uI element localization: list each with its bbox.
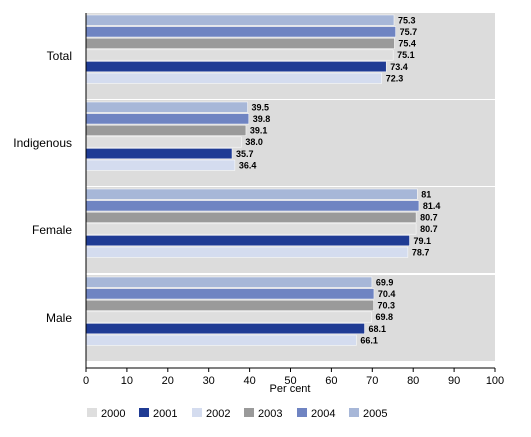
bar-value-label: 70.4 [378, 289, 396, 299]
bar-value-label: 39.1 [250, 126, 268, 136]
bar [85, 276, 373, 288]
bar [85, 223, 417, 235]
x-tick-label: 40 [243, 375, 255, 387]
x-tick-label: 70 [366, 375, 378, 387]
legend-label: 2005 [363, 408, 387, 420]
bar [85, 235, 410, 247]
bar [85, 26, 396, 38]
bar [85, 299, 374, 311]
bar [85, 113, 250, 125]
legend-label: 2003 [258, 408, 282, 420]
x-tick-label: 100 [486, 375, 504, 387]
bar-value-label: 80.7 [420, 224, 438, 234]
legend: 2000 2001 2002 2003 2004 2005 [87, 408, 387, 420]
bar [85, 311, 372, 323]
bar [85, 124, 247, 136]
bar-value-label: 69.9 [376, 277, 394, 287]
bar-value-label: 36.4 [239, 160, 257, 170]
bar [85, 211, 417, 223]
bar-value-label: 75.4 [398, 39, 416, 49]
bar-value-label: 39.8 [253, 114, 271, 124]
bar [85, 246, 409, 258]
bar-value-label: 35.7 [236, 149, 254, 159]
bar [85, 37, 395, 49]
x-tick-label: 0 [83, 375, 89, 387]
x-tick-label: 90 [448, 375, 460, 387]
bar-value-label: 66.1 [360, 335, 378, 345]
bar-value-label: 72.3 [386, 73, 404, 83]
legend-label: 2004 [311, 408, 335, 420]
x-tick-label: 20 [162, 375, 174, 387]
bar-value-label: 38.0 [245, 137, 263, 147]
legend-label: 2002 [206, 408, 230, 420]
bar-value-label: 81.4 [423, 201, 441, 211]
bar-value-label: 68.1 [369, 324, 387, 334]
bar [85, 136, 242, 148]
legend-swatch [349, 408, 359, 417]
bar-value-label: 73.4 [390, 62, 408, 72]
bar-value-labels: 75.3 75.7 75.475.1 73.472.3 39.5 39.8 39.138.0… [236, 15, 440, 345]
legend-swatch [139, 408, 149, 417]
x-tick-label: 80 [407, 375, 419, 387]
category-label: Female [32, 223, 72, 237]
bar-value-label: 75.1 [397, 50, 415, 60]
bar-value-label: 75.3 [398, 15, 416, 25]
legend-swatch [87, 408, 97, 417]
bar-value-label: 70.3 [378, 301, 396, 311]
category-label: Indigenous [13, 136, 72, 150]
bar [85, 72, 382, 84]
bar-value-label: 78.7 [412, 247, 430, 257]
legend-swatch [244, 408, 254, 417]
bar [85, 61, 387, 73]
bar [85, 14, 395, 26]
bar-value-label: 75.7 [400, 27, 418, 37]
bar-value-label: 80.7 [420, 213, 438, 223]
x-tick-label: 50 [284, 375, 296, 387]
legend-label: 2000 [101, 408, 125, 420]
bar [85, 288, 375, 300]
bar [85, 323, 365, 335]
legend-swatch [297, 408, 307, 417]
bar [85, 200, 420, 212]
category-label: Male [46, 311, 72, 325]
x-tick-label: 60 [325, 375, 337, 387]
bar [85, 148, 233, 160]
x-axis: 0 10 20 30 40 50 60 70 80 90 100 [83, 13, 504, 387]
bar-value-label: 39.5 [252, 102, 270, 112]
bar [85, 49, 394, 61]
category-label: Total [47, 49, 72, 63]
bar-value-label: 69.8 [375, 312, 393, 322]
bar-value-label: 79.1 [414, 236, 432, 246]
bar-value-label: 81 [421, 189, 431, 199]
legend-label: 2001 [153, 408, 177, 420]
category-labels: Total Indigenous Female Male [13, 49, 72, 325]
legend-swatch [192, 408, 202, 417]
x-tick-label: 10 [121, 375, 133, 387]
bar [85, 188, 418, 200]
x-axis-title: Per cent [270, 383, 311, 395]
x-tick-label: 30 [203, 375, 215, 387]
bars [85, 14, 420, 346]
bar [85, 159, 236, 171]
bar [85, 101, 248, 113]
bar [85, 334, 357, 346]
